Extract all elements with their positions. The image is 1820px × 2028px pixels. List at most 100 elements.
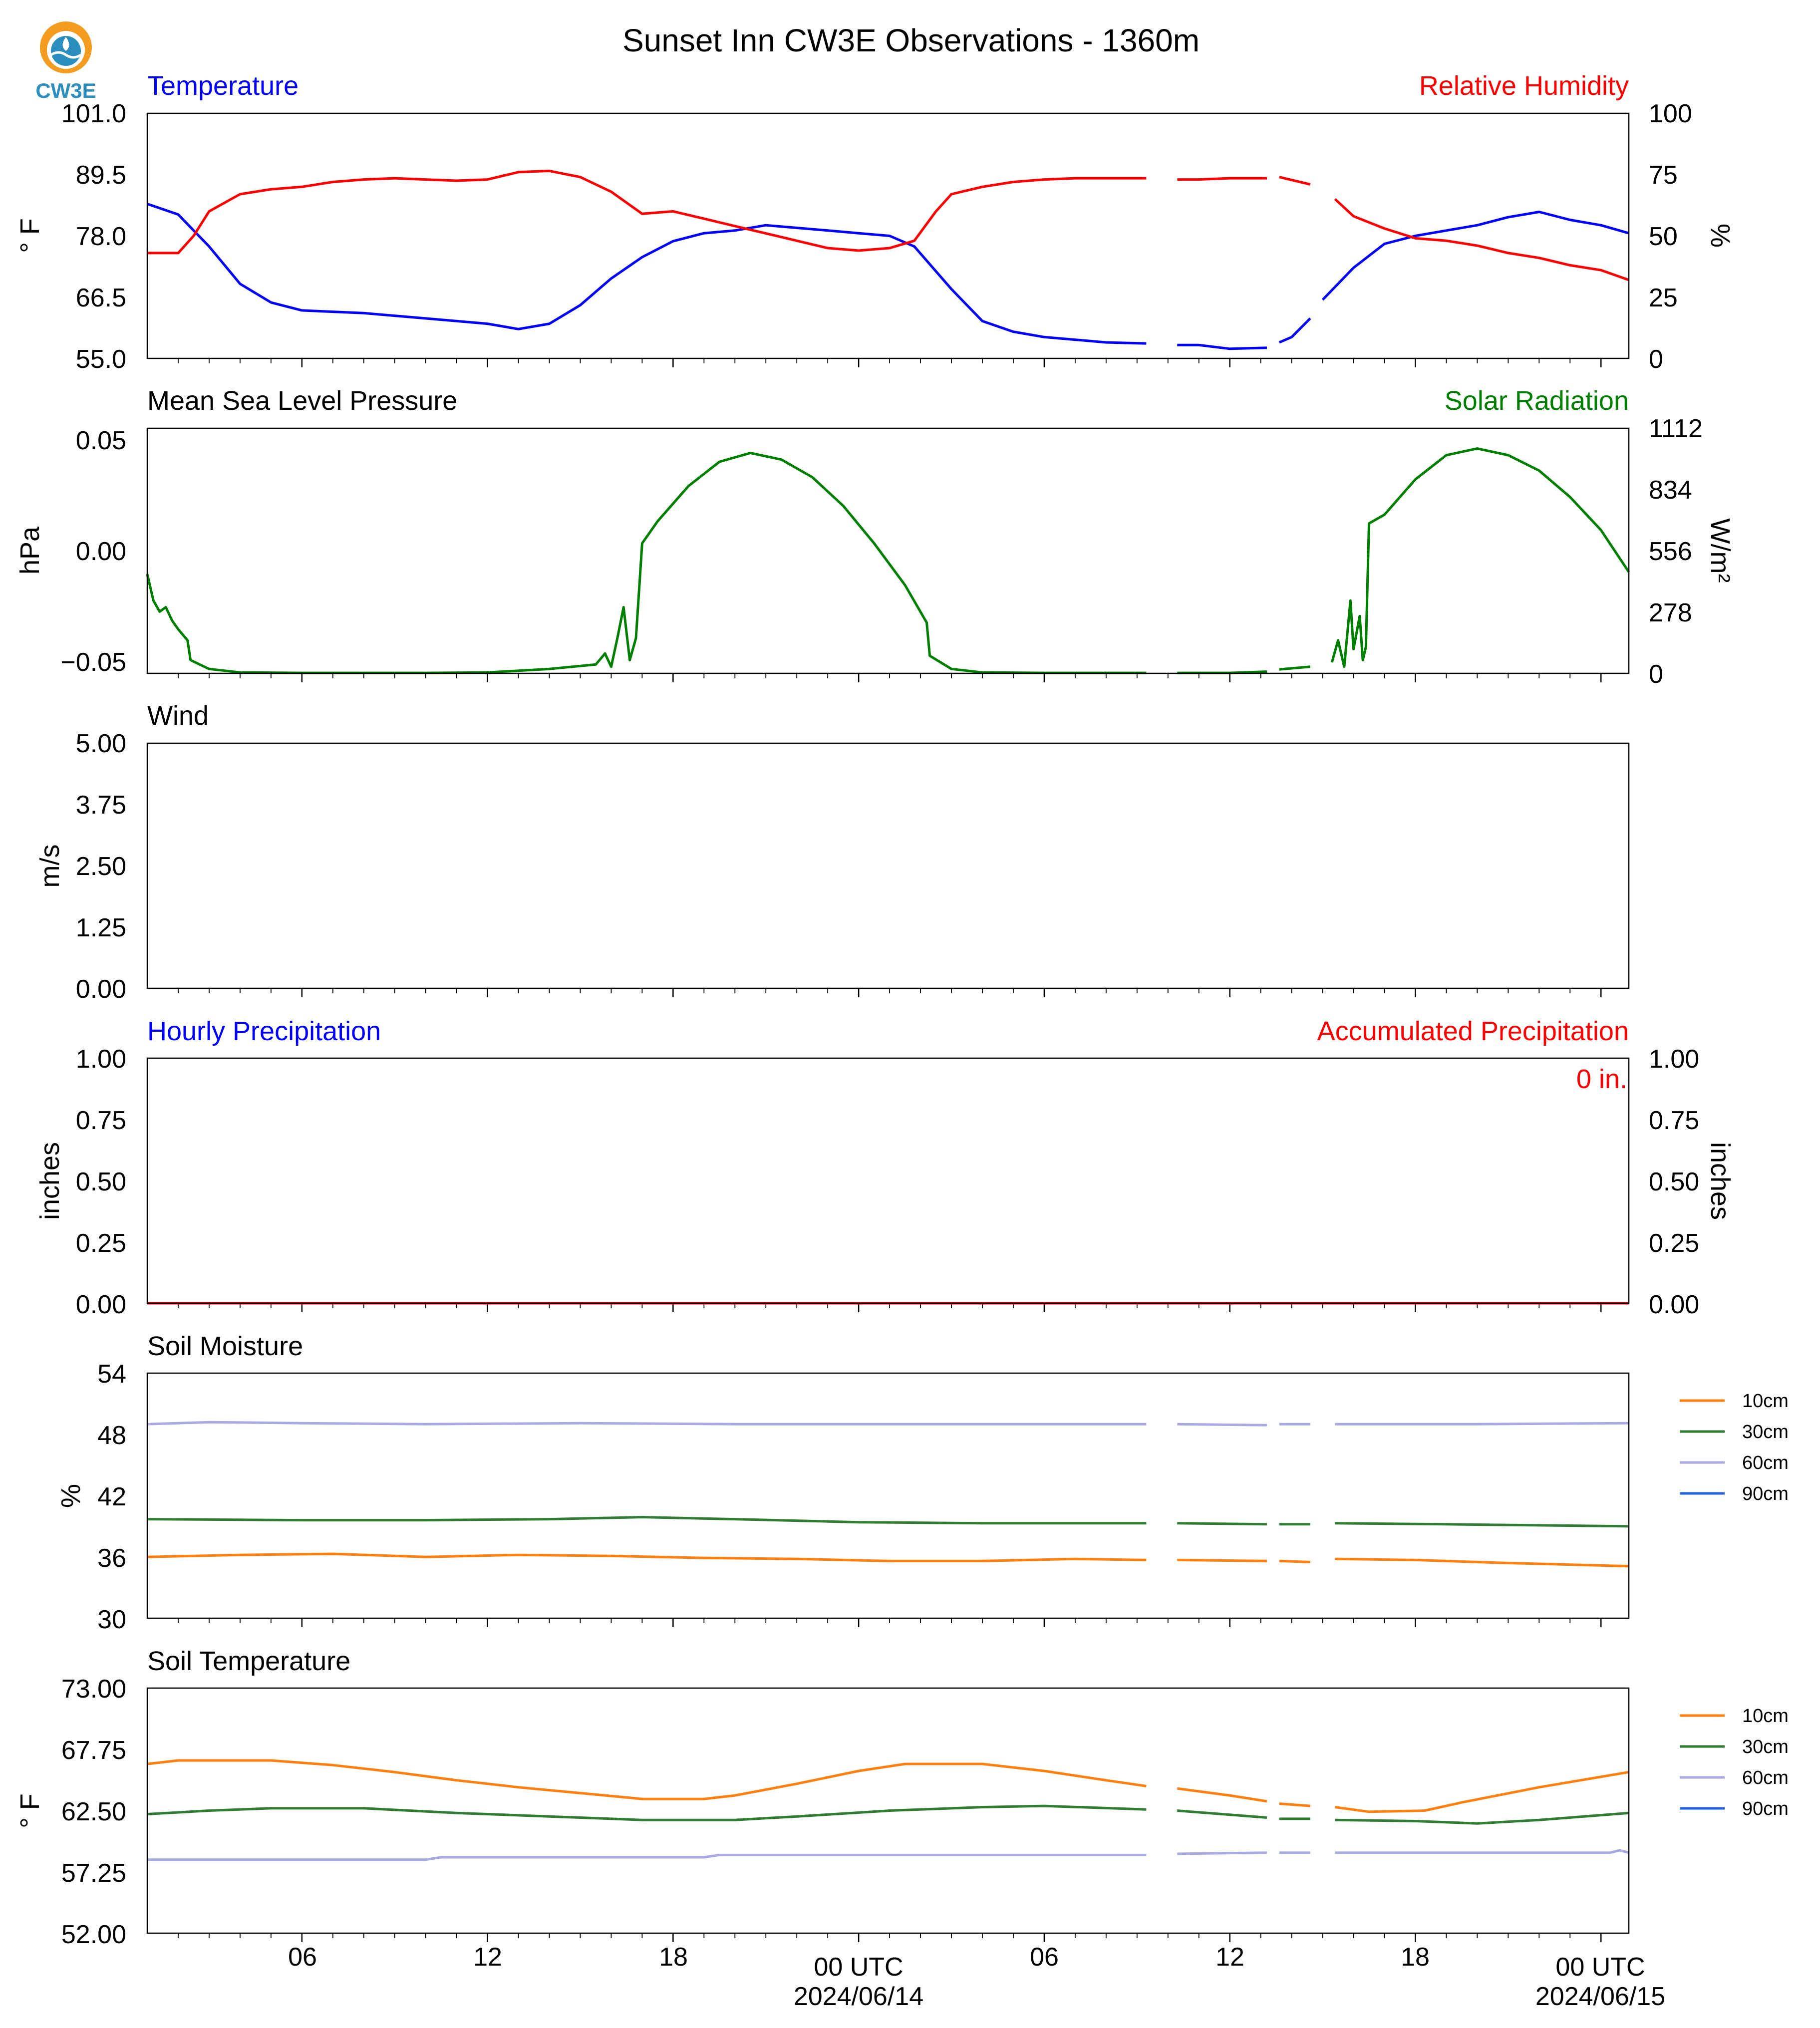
soil-moisture-y-ticks: 54 48 42 36 30 — [97, 1360, 126, 1634]
y-axis-label: hPa — [15, 526, 45, 575]
panel-title-soil-moisture: Soil Moisture — [147, 1331, 303, 1361]
y2-tick: 1112 — [1649, 414, 1703, 443]
legend-label-60cm: 60cm — [1742, 1767, 1789, 1788]
y-tick: 0.25 — [76, 1229, 126, 1258]
logo-wave — [50, 51, 82, 59]
60cm-moisture-line — [147, 1421, 1629, 1427]
panel-frame — [146, 742, 1630, 989]
panel-frame — [146, 112, 1630, 359]
y-tick: 0.50 — [76, 1167, 126, 1196]
y-tick: 89.5 — [76, 161, 126, 190]
y-tick: 0.00 — [76, 537, 126, 566]
y2-axis-label: % — [1705, 224, 1735, 248]
cw3e-logo: CW3E — [35, 21, 96, 102]
x-ticks — [178, 1618, 1602, 1627]
y-tick: 1.00 — [76, 1045, 126, 1074]
y2-tick: 0.75 — [1649, 1106, 1699, 1135]
y-tick: 0.75 — [76, 1106, 126, 1135]
legend-label-30cm: 30cm — [1742, 1737, 1789, 1757]
legend-label-60cm: 60cm — [1742, 1452, 1789, 1473]
x-tick-label: 06 — [1030, 1943, 1059, 1972]
y2-tick: 75 — [1649, 161, 1678, 190]
y-tick: 0.00 — [76, 1290, 126, 1319]
y2-tick: 278 — [1649, 598, 1692, 627]
panel-title-hourly-precip: Hourly Precipitation — [147, 1016, 381, 1046]
panel-title-pressure: Mean Sea Level Pressure — [147, 386, 457, 416]
y-tick: 0.00 — [76, 975, 126, 1004]
panel-temperature-humidity: Temperature Relative Humidity 101.0 89.5… — [15, 71, 1735, 374]
y-axis-label: % — [56, 1484, 86, 1508]
y2-tick: 100 — [1649, 99, 1692, 128]
wind-y-ticks: 5.00 3.75 2.50 1.25 0.00 — [76, 729, 126, 1004]
y2-tick: 25 — [1649, 284, 1678, 312]
x-tick-label: 12 — [473, 1943, 502, 1972]
panel-frame — [146, 427, 1630, 674]
y-tick: 66.5 — [76, 284, 126, 312]
panel-title-accumulated-precip: Accumulated Precipitation — [1317, 1016, 1629, 1046]
y-tick: 36 — [97, 1544, 126, 1573]
logo-text: CW3E — [35, 79, 96, 102]
y-tick: 101.0 — [61, 99, 126, 128]
10cm-soil-temp-line — [147, 1759, 1629, 1813]
legend-label-10cm: 10cm — [1742, 1706, 1789, 1727]
y-tick: 55.0 — [76, 345, 126, 374]
x-ticks — [178, 673, 1602, 682]
y-tick: 2.50 — [76, 852, 126, 881]
panel-title-soil-temperature: Soil Temperature — [147, 1646, 350, 1676]
plot-lines — [147, 169, 1629, 350]
x-ticks — [178, 1933, 1602, 1942]
x-tick-date: 2024/06/15 — [1535, 1982, 1665, 2011]
panel-soil-moisture: Soil Moisture 54 48 42 36 30 % 10cm 30cm… — [56, 1331, 1789, 1634]
x-tick-label: 06 — [288, 1943, 317, 1972]
panel-frame — [146, 1372, 1630, 1619]
y2-tick: 0 — [1649, 660, 1663, 689]
x-tick-label: 18 — [659, 1943, 688, 1972]
y-tick: 52.00 — [61, 1920, 126, 1949]
y-tick: 54 — [97, 1360, 126, 1389]
panel-title-wind: Wind — [147, 701, 209, 731]
logo-drop-icon — [62, 37, 69, 51]
solar-radiation-line — [146, 447, 1630, 674]
y2-tick: 556 — [1649, 537, 1692, 566]
60cm-soil-temp-line — [147, 1849, 1629, 1861]
x-axis-labels: 06 12 18 00 UTC 2024/06/14 06 12 18 00 U… — [288, 1943, 1665, 2011]
relative-humidity-line — [147, 169, 1629, 282]
y-tick: 0.05 — [76, 426, 126, 455]
x-tick-label: 00 UTC — [814, 1953, 903, 1982]
y2-tick: 0.50 — [1649, 1167, 1699, 1196]
y2-tick: 834 — [1649, 476, 1692, 505]
rh-y-ticks: 100 75 50 25 0 — [1649, 99, 1692, 374]
y-tick: 30 — [97, 1605, 126, 1634]
y-tick: 1.25 — [76, 913, 126, 942]
y-tick: 78.0 — [76, 222, 126, 251]
panel-precipitation: Hourly Precipitation Accumulated Precipi… — [35, 1016, 1735, 1319]
30cm-soil-temp-line — [147, 1804, 1629, 1825]
temperature-line — [147, 203, 1629, 350]
10cm-moisture-line — [147, 1552, 1629, 1568]
pressure-y-ticks: 0.05 0.00 −0.05 — [60, 426, 126, 677]
y-axis-label: ° F — [15, 1793, 45, 1828]
y2-tick: 0 — [1649, 345, 1663, 374]
panel-frame — [146, 1687, 1630, 1934]
panel-title-relative-humidity: Relative Humidity — [1419, 71, 1629, 101]
precip-y-ticks: 1.00 0.75 0.50 0.25 0.00 — [76, 1045, 126, 1319]
x-tick-date: 2024/06/14 — [794, 1982, 923, 2011]
plot-lines — [146, 447, 1630, 674]
y-tick: 48 — [97, 1421, 126, 1450]
legend-label-90cm: 90cm — [1742, 1798, 1789, 1819]
y-axis-label: inches — [35, 1142, 65, 1220]
precip-total-annotation: 0 in. — [1576, 1064, 1627, 1094]
y-tick: 5.00 — [76, 729, 126, 758]
y-axis-label: m/s — [35, 845, 65, 888]
panel-pressure-solar: Mean Sea Level Pressure Solar Radiation … — [15, 386, 1735, 689]
y2-tick: 0.00 — [1649, 1290, 1699, 1319]
30cm-moisture-line — [147, 1516, 1629, 1528]
y-tick: 42 — [97, 1482, 126, 1511]
x-tick-label: 18 — [1401, 1943, 1430, 1972]
y2-tick: 1.00 — [1649, 1045, 1699, 1074]
panel-wind: Wind 5.00 3.75 2.50 1.25 0.00 m/s — [35, 701, 1630, 1004]
plot-lines — [147, 1759, 1629, 1861]
legend-label-90cm: 90cm — [1742, 1483, 1789, 1504]
panel-title-temperature: Temperature — [147, 71, 299, 101]
